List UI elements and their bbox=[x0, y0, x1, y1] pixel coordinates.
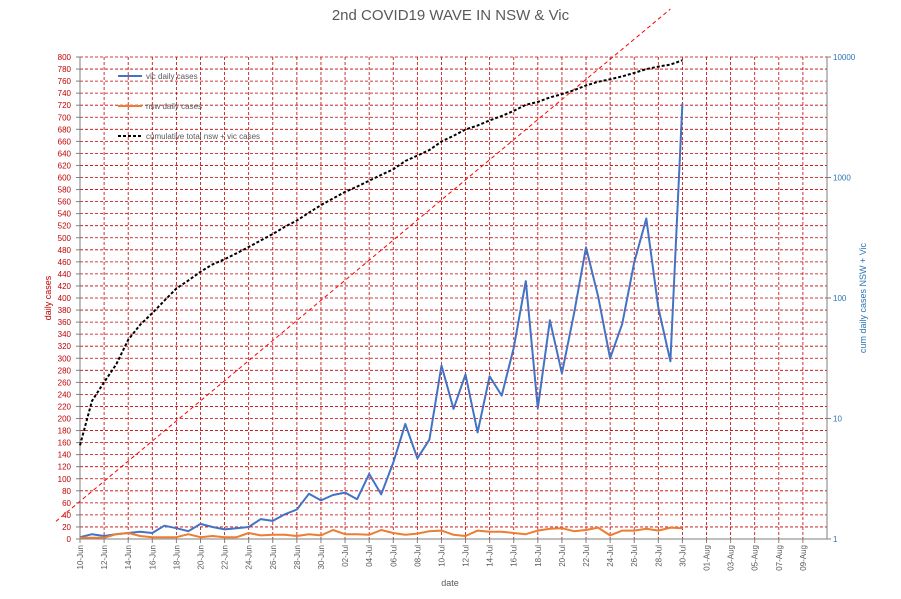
series-line-1 bbox=[80, 526, 683, 539]
y-left-tick-label: 260 bbox=[58, 378, 72, 387]
y-right-tick-label: 10 bbox=[833, 415, 842, 424]
y-right-tick-label: 1000 bbox=[833, 174, 851, 183]
x-tick-label: 20-Jul bbox=[558, 545, 567, 567]
y-left-tick-label: 560 bbox=[58, 198, 72, 207]
legend-label: nsw daily cases bbox=[146, 102, 202, 111]
x-tick-label: 16-Jun bbox=[148, 545, 157, 569]
y-left-tick-label: 600 bbox=[58, 174, 72, 183]
x-tick-label: 09-Aug bbox=[799, 545, 808, 571]
x-tick-label: 12-Jun bbox=[100, 545, 109, 569]
y-left-tick-label: 60 bbox=[62, 499, 71, 508]
y-left-tick-label: 520 bbox=[58, 222, 72, 231]
x-tick-label: 16-Jul bbox=[510, 545, 519, 567]
y-left-tick-label: 100 bbox=[58, 475, 72, 484]
x-tick-label: 26-Jun bbox=[269, 545, 278, 569]
y-left-tick-label: 720 bbox=[58, 101, 72, 110]
x-tick-label: 12-Jul bbox=[462, 545, 471, 567]
x-tick-label: 03-Aug bbox=[727, 545, 736, 571]
y-left-tick-label: 140 bbox=[58, 451, 72, 460]
x-tick-label: 26-Jul bbox=[630, 545, 639, 567]
x-tick-label: 14-Jul bbox=[486, 545, 495, 567]
series-line-0 bbox=[79, 103, 684, 539]
y-left-tick-label: 340 bbox=[58, 330, 72, 339]
y-left-tick-label: 420 bbox=[58, 282, 72, 291]
y-axis-right-label: cum daily cases NSW + Vic bbox=[858, 242, 868, 353]
y-left-tick-label: 40 bbox=[62, 511, 71, 520]
y-right-tick-label: 100 bbox=[833, 294, 847, 303]
y-left-tick-label: 20 bbox=[62, 523, 71, 532]
x-tick-label: 18-Jun bbox=[172, 545, 181, 569]
legend-label: cumulative total nsw + vic cases bbox=[146, 132, 260, 141]
y-left-tick-label: 640 bbox=[58, 149, 72, 158]
y-left-tick-label: 740 bbox=[58, 89, 72, 98]
y-left-tick-label: 200 bbox=[58, 415, 72, 424]
y-axis-left-label: daily cases bbox=[43, 275, 53, 320]
y-left-tick-label: 460 bbox=[58, 258, 72, 267]
y-left-tick-label: 320 bbox=[58, 342, 72, 351]
x-tick-label: 06-Jul bbox=[389, 545, 398, 567]
y-left-tick-label: 220 bbox=[58, 402, 72, 411]
trendline bbox=[55, 8, 671, 522]
y-left-tick-label: 240 bbox=[58, 390, 72, 399]
y-left-tick-label: 680 bbox=[58, 125, 72, 134]
x-tick-label: 24-Jul bbox=[606, 545, 615, 567]
legend: vic daily cases nsw daily cases cumulative… bbox=[118, 72, 260, 141]
chart-title: 2nd COVID19 WAVE IN NSW & Vic bbox=[332, 7, 570, 24]
y-left-tick-label: 440 bbox=[58, 270, 72, 279]
x-tick-label: 20-Jun bbox=[196, 545, 205, 569]
y-left-tick-label: 500 bbox=[58, 234, 72, 243]
y-left-tick-label: 780 bbox=[58, 65, 72, 74]
y-left-tick-label: 480 bbox=[58, 246, 72, 255]
x-tick-label: 01-Aug bbox=[703, 545, 712, 571]
legend-label: vic daily cases bbox=[146, 72, 198, 81]
x-tick-label: 05-Aug bbox=[751, 545, 760, 571]
x-tick-label: 22-Jul bbox=[582, 545, 591, 567]
y-left-tick-label: 160 bbox=[58, 439, 72, 448]
x-tick-label: 14-Jun bbox=[124, 545, 133, 569]
x-tick-label: 18-Jul bbox=[534, 545, 543, 567]
x-tick-label: 30-Jul bbox=[678, 545, 687, 567]
y-left-tick-label: 620 bbox=[58, 161, 72, 170]
x-tick-label: 07-Aug bbox=[775, 545, 784, 571]
y-left-tick-label: 660 bbox=[58, 137, 72, 146]
x-tick-label: 28-Jul bbox=[654, 545, 663, 567]
y-left-tick-label: 80 bbox=[62, 487, 71, 496]
y-left-tick-label: 360 bbox=[58, 318, 72, 327]
x-tick-label: 04-Jul bbox=[365, 545, 374, 567]
axes-layer: 0 20 40 60 80 100 120 140 160 180 200 220 240 260 280 3… bbox=[58, 53, 856, 571]
x-tick-label: 30-Jun bbox=[317, 545, 326, 569]
series-line-2 bbox=[79, 59, 683, 446]
y-left-tick-label: 180 bbox=[58, 427, 72, 436]
x-tick-label: 02-Jul bbox=[341, 545, 350, 567]
grid-layer bbox=[80, 56, 828, 539]
y-left-tick-label: 120 bbox=[58, 463, 72, 472]
y-left-tick-label: 0 bbox=[67, 535, 72, 544]
y-left-tick-label: 800 bbox=[58, 53, 72, 62]
x-tick-label: 28-Jun bbox=[293, 545, 302, 569]
x-tick-label: 10-Jul bbox=[437, 545, 446, 567]
x-tick-label: 08-Jul bbox=[413, 545, 422, 567]
y-right-tick-label: 10000 bbox=[833, 53, 856, 62]
y-left-tick-label: 300 bbox=[58, 354, 72, 363]
y-left-tick-label: 760 bbox=[58, 77, 72, 86]
y-left-tick-label: 540 bbox=[58, 210, 72, 219]
y-left-tick-label: 280 bbox=[58, 366, 72, 375]
y-left-tick-label: 400 bbox=[58, 294, 72, 303]
x-tick-label: 22-Jun bbox=[221, 545, 230, 569]
x-tick-label: 10-Jun bbox=[76, 545, 85, 569]
series-layer bbox=[55, 8, 684, 539]
x-tick-label: 24-Jun bbox=[245, 545, 254, 569]
y-left-tick-label: 580 bbox=[58, 186, 72, 195]
x-axis-label: date bbox=[441, 578, 459, 588]
y-right-tick-label: 1 bbox=[833, 535, 838, 544]
y-left-tick-label: 380 bbox=[58, 306, 72, 315]
y-left-tick-label: 700 bbox=[58, 113, 72, 122]
